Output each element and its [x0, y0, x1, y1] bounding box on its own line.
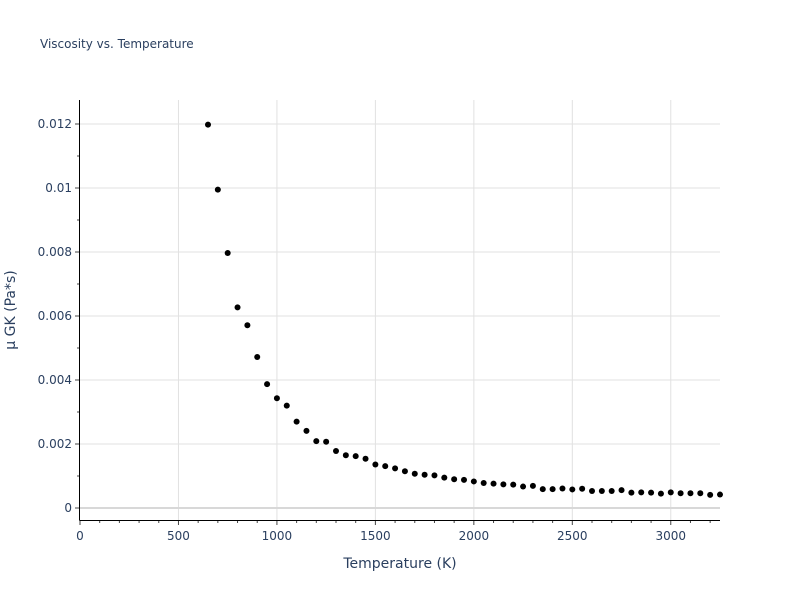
x-tick-label: 1000 [262, 529, 293, 543]
data-point [214, 186, 221, 193]
data-point [717, 491, 723, 498]
data-point [392, 465, 399, 472]
data-point [490, 480, 497, 487]
data-point [451, 476, 458, 483]
data-point [648, 489, 655, 496]
data-point [657, 490, 664, 497]
y-tick-label: 0.002 [38, 437, 72, 451]
data-point [510, 481, 517, 488]
y-tick-label: 0 [64, 501, 72, 515]
data-point [303, 427, 310, 434]
data-point [401, 468, 408, 475]
data-point [687, 490, 694, 497]
data-point [539, 486, 546, 493]
data-point [441, 474, 448, 481]
gridlines [80, 100, 720, 520]
data-point [431, 472, 438, 479]
data-point [667, 489, 674, 496]
data-point [618, 487, 625, 494]
y-tick-label: 0.01 [45, 181, 72, 195]
data-point [500, 481, 507, 488]
y-tick-label: 0.006 [38, 309, 72, 323]
data-point [461, 476, 467, 483]
data-point [569, 486, 576, 493]
data-point [362, 455, 369, 462]
x-tick-label: 500 [167, 529, 190, 543]
data-point [421, 471, 428, 478]
data-point [244, 322, 251, 329]
data-point [382, 463, 389, 470]
data-point [638, 489, 645, 496]
data-point [589, 488, 595, 495]
data-point [234, 304, 241, 311]
data-point [254, 353, 261, 360]
x-tick-label: 2500 [557, 529, 588, 543]
data-point [411, 470, 418, 477]
data-point [372, 461, 379, 468]
tick-labels: 0 500 1000 1500 2000 2500 3000 0 0.002 0.004 0.006… [38, 117, 686, 543]
x-tick-label: 2000 [459, 529, 490, 543]
x-axis-title: Temperature (K) [342, 556, 456, 572]
data-point [520, 483, 527, 490]
data-point [697, 490, 704, 497]
data-point [559, 485, 566, 492]
chart-title: Viscosity vs. Temperature [40, 37, 194, 51]
data-point [205, 121, 211, 128]
data-point [264, 381, 271, 388]
y-tick-label: 0.004 [38, 373, 72, 387]
data-point [293, 418, 300, 425]
x-tick-label: 0 [76, 529, 84, 543]
y-axis-title: μ GK (Pa*s) [3, 270, 19, 349]
data-point [598, 488, 605, 495]
data-point [707, 491, 714, 498]
y-tick-label: 0.012 [38, 117, 72, 131]
data-point [579, 485, 586, 492]
data-point [313, 438, 320, 445]
data-point [529, 482, 536, 489]
data-point [352, 453, 359, 460]
data-point [323, 438, 330, 445]
data-point [470, 478, 477, 485]
data-point [677, 490, 684, 497]
x-tick-label: 3000 [655, 529, 686, 543]
data-points [205, 121, 723, 498]
axes [75, 100, 720, 525]
data-point [628, 489, 635, 496]
data-point [342, 452, 349, 459]
data-point [333, 448, 339, 455]
data-point [273, 395, 280, 402]
data-point [549, 486, 556, 493]
data-point [608, 488, 615, 495]
data-point [283, 402, 290, 409]
data-point [480, 480, 487, 487]
x-tick-label: 1500 [360, 529, 391, 543]
y-tick-label: 0.008 [38, 245, 72, 259]
data-point [224, 249, 231, 256]
